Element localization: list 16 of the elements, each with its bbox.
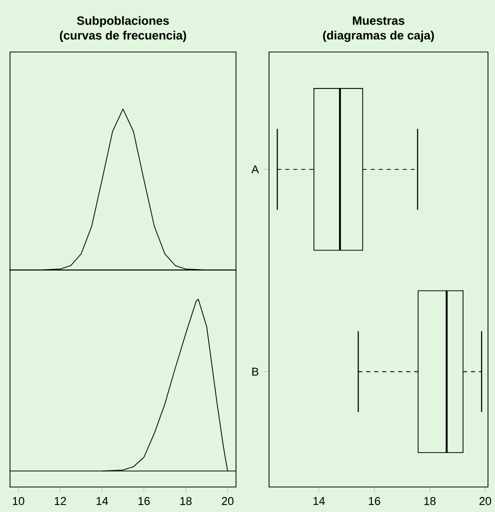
y-tick-label: A	[251, 165, 259, 174]
x-tick-label: 14	[96, 497, 108, 505]
x-tick-label: 12	[54, 497, 66, 505]
x-tick-label: 16	[368, 497, 380, 506]
chart-subtitle: (curvas de frecuencia)	[60, 30, 186, 42]
x-tick-label: 20	[222, 497, 234, 506]
x-tick-label: 14	[313, 497, 325, 505]
y-tick-label: B	[252, 368, 258, 376]
chart-title: Subpoblaciones	[77, 16, 169, 28]
x-tick-label: 10	[12, 497, 24, 506]
chart-title: Muestras	[352, 16, 404, 25]
x-tick-label: 18	[180, 497, 192, 506]
chart-subtitle: (diagramas de caja)	[323, 30, 434, 42]
x-tick-label: 20	[479, 497, 492, 506]
x-tick-label: 16	[138, 497, 150, 506]
x-tick-label: 18	[424, 497, 436, 506]
